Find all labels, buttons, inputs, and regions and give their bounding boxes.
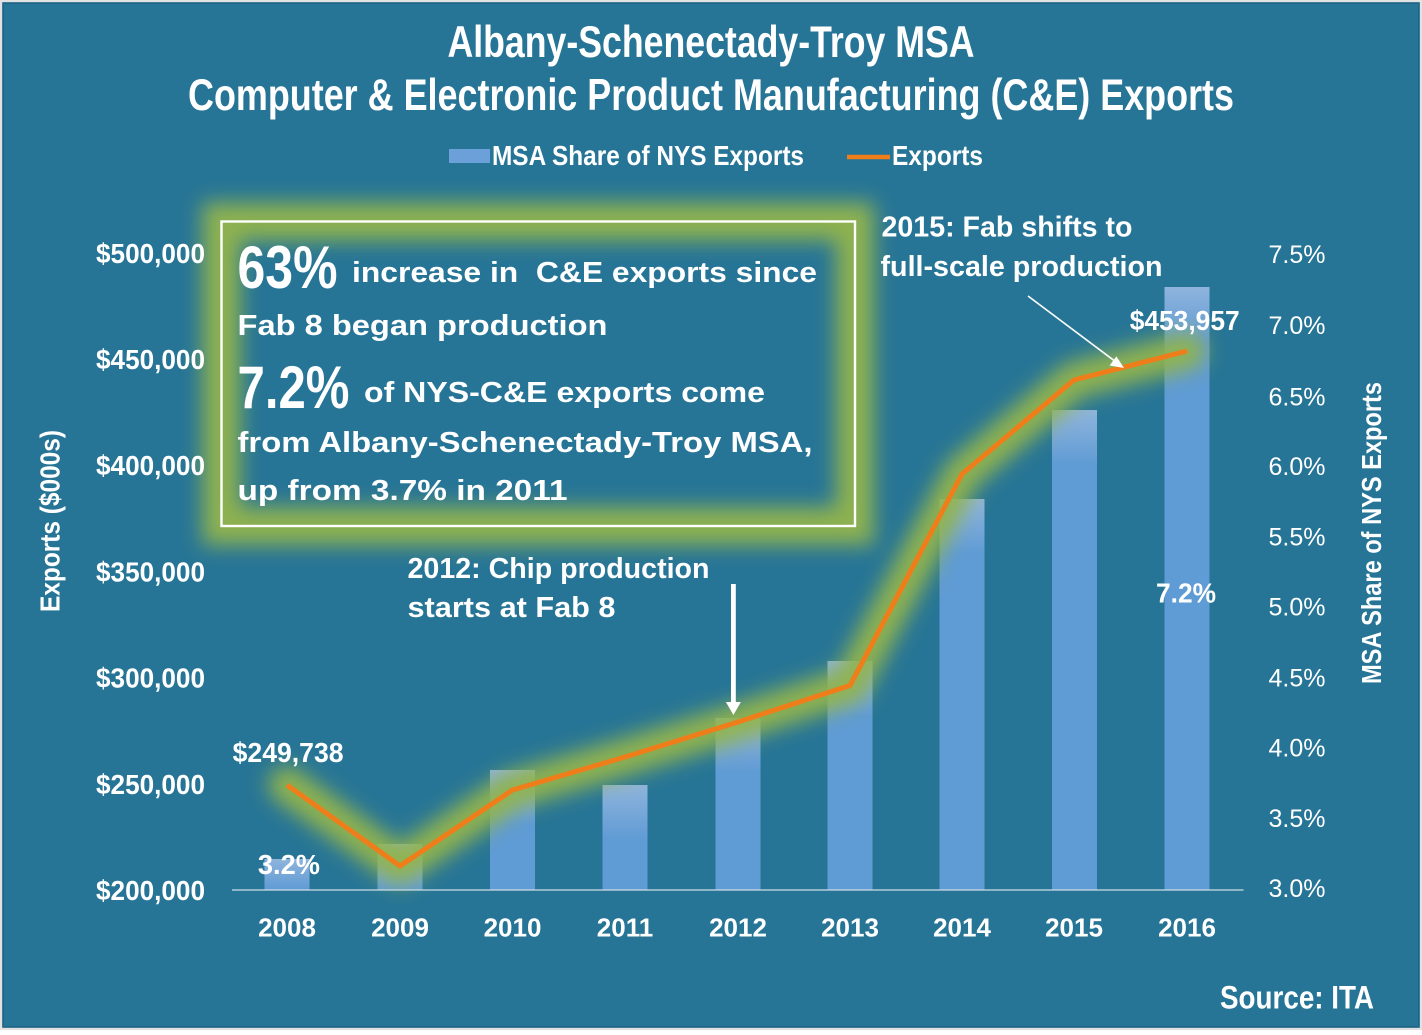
svg-text:$400,000: $400,000 <box>96 450 205 481</box>
svg-text:2012: 2012 <box>709 913 767 943</box>
svg-text:2014: 2014 <box>933 913 991 943</box>
svg-text:7.2%: 7.2% <box>1156 578 1216 609</box>
svg-text:3.5%: 3.5% <box>1269 805 1326 833</box>
svg-text:Exports ($000s): Exports ($000s) <box>35 430 66 612</box>
svg-text:Computer & Electronic Product: Computer & Electronic Product Manufactur… <box>188 71 1234 120</box>
svg-text:7.5%: 7.5% <box>1269 241 1326 269</box>
svg-text:$450,000: $450,000 <box>96 344 205 375</box>
svg-text:$200,000: $200,000 <box>96 875 205 906</box>
svg-text:$250,000: $250,000 <box>96 769 205 800</box>
svg-text:2011: 2011 <box>597 913 653 943</box>
svg-text:2015: Fab shifts to: 2015: Fab shifts to <box>882 212 1133 244</box>
svg-text:5.0%: 5.0% <box>1269 593 1326 621</box>
svg-text:MSA Share of NYS Exports: MSA Share of NYS Exports <box>1356 382 1387 684</box>
svg-text:Exports: Exports <box>892 140 983 171</box>
svg-text:63%: 63% <box>238 234 338 301</box>
svg-text:from Albany-Schenectady-Troy M: from Albany-Schenectady-Troy MSA, <box>238 427 813 459</box>
svg-text:of NYS-C&E exports come: of NYS-C&E exports come <box>364 377 765 409</box>
svg-text:2012: Chip production: 2012: Chip production <box>408 553 710 585</box>
svg-text:$500,000: $500,000 <box>96 238 205 269</box>
svg-text:2010: 2010 <box>484 913 542 943</box>
svg-text:7.2%: 7.2% <box>238 354 350 421</box>
svg-text:$350,000: $350,000 <box>96 556 205 587</box>
svg-text:Fab 8 began production: Fab 8 began production <box>238 310 608 342</box>
svg-text:3.0%: 3.0% <box>1269 875 1326 903</box>
svg-text:7.0%: 7.0% <box>1269 312 1326 340</box>
svg-text:Albany-Schenectady-Troy MSA: Albany-Schenectady-Troy MSA <box>448 18 975 67</box>
svg-text:up from 3.7% in 2011: up from 3.7% in 2011 <box>238 475 568 507</box>
svg-text:4.5%: 4.5% <box>1269 665 1326 693</box>
svg-text:$453,957: $453,957 <box>1130 305 1240 336</box>
svg-text:3.2%: 3.2% <box>258 849 320 880</box>
svg-text:starts at Fab 8: starts at Fab 8 <box>408 592 616 624</box>
svg-text:6.5%: 6.5% <box>1269 383 1326 411</box>
svg-text:6.0%: 6.0% <box>1269 453 1326 481</box>
svg-text:MSA Share of NYS Exports: MSA Share of NYS Exports <box>492 140 804 171</box>
svg-text:$249,738: $249,738 <box>233 737 344 768</box>
svg-text:increase in C&E exports since: increase in C&E exports since <box>352 257 817 289</box>
svg-text:2016: 2016 <box>1158 913 1216 943</box>
svg-text:full-scale production: full-scale production <box>881 251 1163 283</box>
svg-text:2009: 2009 <box>371 913 429 943</box>
svg-text:2008: 2008 <box>258 913 316 943</box>
svg-text:5.5%: 5.5% <box>1269 524 1326 552</box>
svg-text:2015: 2015 <box>1045 913 1103 943</box>
svg-text:4.0%: 4.0% <box>1269 735 1326 763</box>
svg-text:2013: 2013 <box>821 913 879 943</box>
svg-text:$300,000: $300,000 <box>96 663 205 694</box>
svg-text:Source: ITA: Source: ITA <box>1220 980 1374 1016</box>
